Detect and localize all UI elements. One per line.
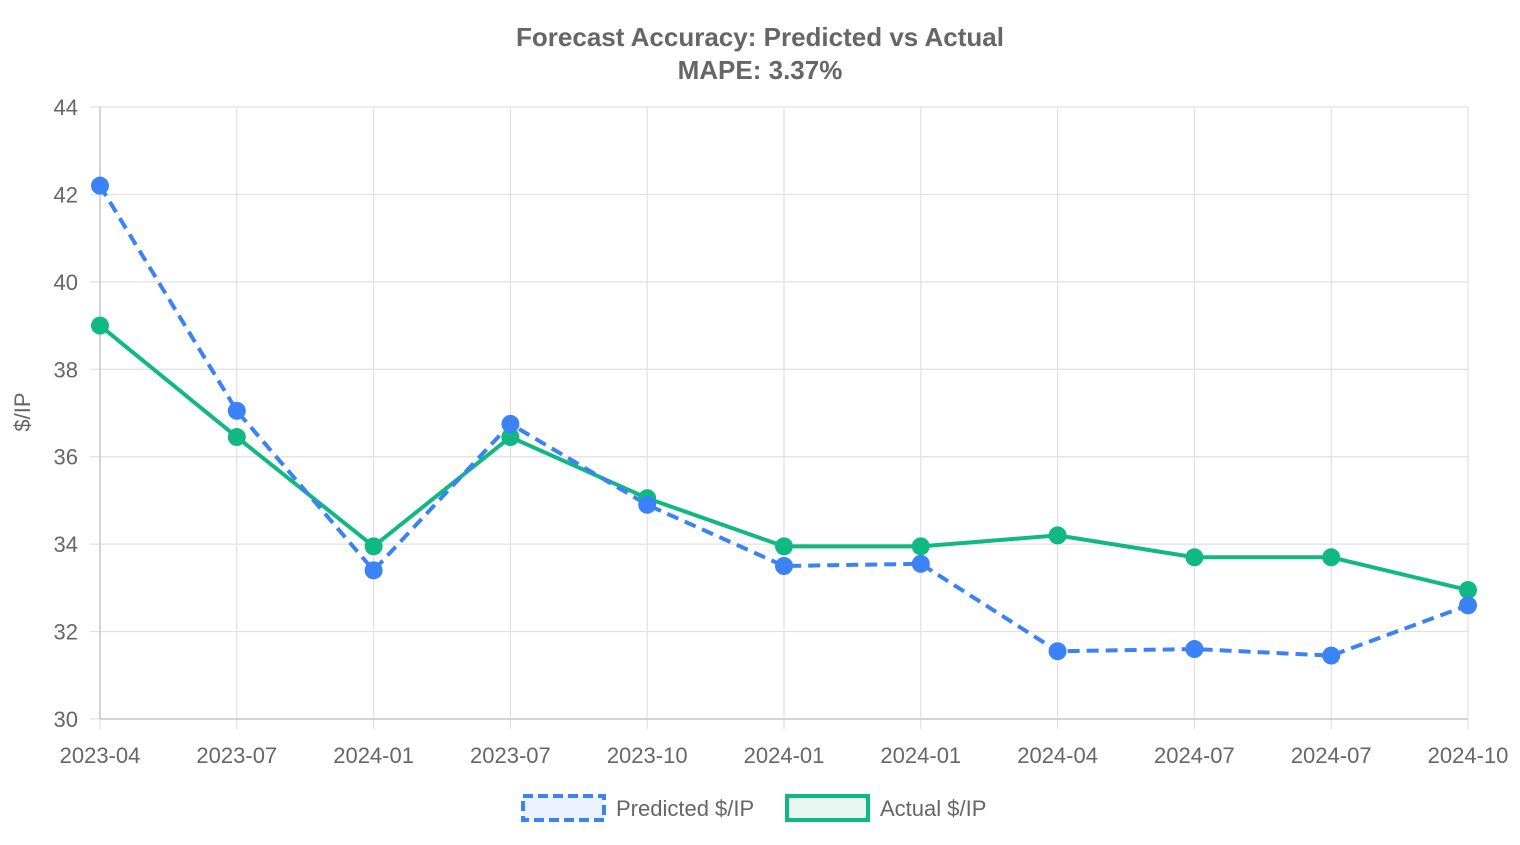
- data-point-predicted[interactable]: [1048, 642, 1067, 661]
- series-points: [91, 176, 1477, 665]
- chart-title: Forecast Accuracy: Predicted vs Actual: [516, 22, 1004, 52]
- legend-swatch: [785, 794, 870, 822]
- data-point-predicted[interactable]: [227, 401, 246, 420]
- chart-subtitle: MAPE: 3.37%: [678, 55, 843, 85]
- y-tick-label: 42: [54, 182, 78, 207]
- y-tick-label: 30: [54, 707, 78, 732]
- y-tick-label: 44: [54, 95, 78, 120]
- data-point-actual[interactable]: [775, 537, 793, 556]
- data-point-predicted[interactable]: [91, 176, 109, 195]
- y-tick-label: 34: [54, 532, 78, 557]
- data-point-predicted[interactable]: [911, 554, 930, 573]
- x-tick-label: 2024-01: [744, 743, 825, 768]
- x-tick-label: 2024-07: [1291, 743, 1372, 768]
- x-tick-label: 2023-04: [60, 743, 141, 768]
- data-point-predicted[interactable]: [1185, 640, 1204, 659]
- data-point-actual[interactable]: [364, 537, 383, 556]
- grid: [90, 106, 1469, 729]
- axes: [99, 107, 1468, 720]
- data-point-actual[interactable]: [1459, 581, 1477, 600]
- series-line-predicted: [98, 184, 1469, 658]
- data-point-predicted[interactable]: [638, 495, 657, 514]
- data-point-actual[interactable]: [1048, 526, 1067, 545]
- x-tick-label: 2024-01: [333, 743, 414, 768]
- legend-swatch: [521, 794, 606, 822]
- x-tick-label: 2024-01: [880, 743, 961, 768]
- x-tick-label: 2024-04: [1017, 743, 1098, 768]
- legend-item-actual[interactable]: Actual $/IP: [785, 794, 986, 822]
- data-point-actual[interactable]: [227, 428, 246, 447]
- data-point-actual[interactable]: [1322, 548, 1341, 567]
- y-axis-title: $/IP: [10, 392, 35, 431]
- data-point-actual[interactable]: [911, 537, 930, 556]
- legend[interactable]: Predicted $/IP Actual $/IP: [521, 794, 986, 822]
- y-tick-label: 36: [54, 445, 78, 470]
- x-tick-label: 2023-10: [607, 743, 688, 768]
- x-tick-label: 2024-07: [1154, 743, 1235, 768]
- y-tick-label: 32: [54, 620, 78, 645]
- x-tick-label: 2023-07: [470, 743, 551, 768]
- data-point-predicted[interactable]: [775, 557, 793, 575]
- data-point-predicted[interactable]: [1322, 646, 1341, 665]
- data-point-actual[interactable]: [501, 428, 520, 447]
- legend-label: Predicted $/IP: [616, 796, 754, 821]
- data-point-predicted[interactable]: [1459, 596, 1477, 615]
- data-point-predicted[interactable]: [501, 414, 520, 433]
- y-axis-ticks: 30 32 34 36 38 40 42 44: [54, 95, 78, 732]
- data-point-predicted[interactable]: [364, 561, 383, 580]
- x-axis-ticks: 2023-04 2023-07 2024-01 2023-07 2023-10 2024-…: [60, 743, 1509, 768]
- legend-item-predicted[interactable]: Predicted $/IP: [521, 794, 754, 822]
- data-point-actual[interactable]: [91, 316, 109, 335]
- x-tick-label: 2023-07: [196, 743, 277, 768]
- y-tick-label: 38: [54, 357, 78, 382]
- y-tick-label: 40: [54, 270, 78, 295]
- x-tick-label: 2024-10: [1428, 743, 1509, 768]
- legend-label: Actual $/IP: [880, 796, 986, 821]
- data-point-actual[interactable]: [1185, 548, 1204, 567]
